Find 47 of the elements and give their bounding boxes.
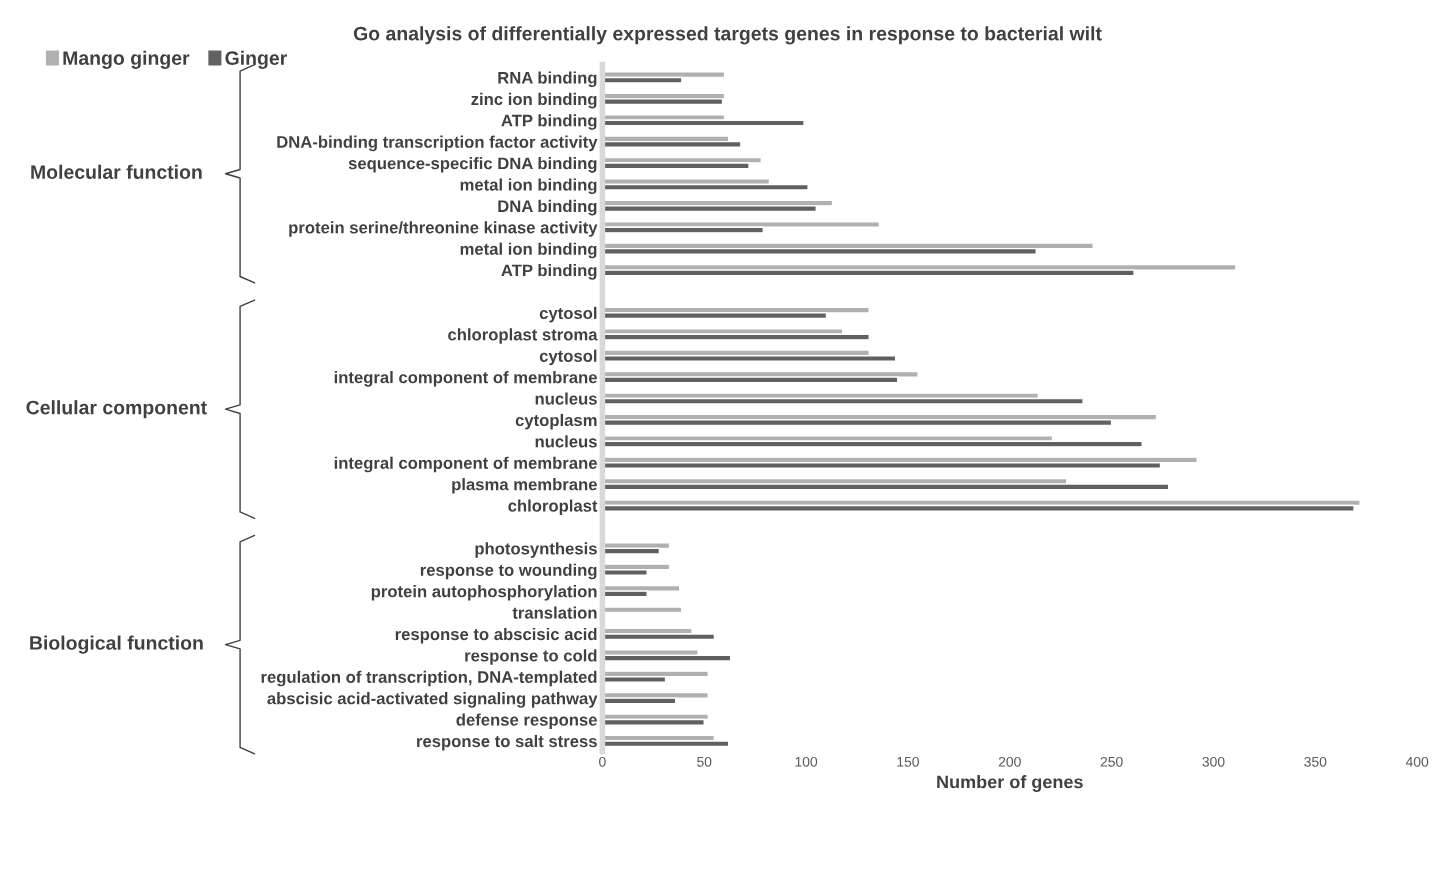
x-tick-label: 100 [795,756,818,767]
y-tick-label: zinc ion binding [471,92,597,109]
y-tick-label: cytoplasm [515,413,597,430]
text: Biological function [30,635,203,654]
y-tick-label: cytosol [539,306,597,323]
legend-label: Ginger [225,50,287,69]
y-tick-label: DNA binding [498,199,597,216]
y-tick-label: DNA-binding transcription factor activity [277,135,598,152]
x-tick-label: 200 [998,756,1021,767]
y-tick-label: chloroplast [508,499,598,516]
y-tick-label: nucleus [535,392,597,405]
y-tick-label: sequence-specific DNA binding [348,157,597,173]
y-tick-label: ATP binding [501,114,597,130]
y-tick-label: response to cold [465,649,597,665]
y-tick-label: translation [512,606,597,619]
y-tick-label: nucleus [535,435,597,448]
x-tick-label: 350 [1304,756,1327,767]
y-tick-label: response to abscisic acid [395,627,597,644]
y-tick-label: response to wounding [420,563,597,580]
y-tick-label: metal ion binding [460,242,597,259]
y-tick-label: photosynthesis [475,542,597,558]
text: Cellular component [26,400,207,419]
y-tick-label: response to salt stress [417,734,597,751]
x-tick-label: 0 [599,756,606,767]
y-tick-label: plasma membrane [452,478,597,494]
x-axis-title: Number of genes [937,775,1083,792]
chart-title: Go analysis of differentially expressed targets genes in response to bacterial wilt [353,26,1102,45]
y-tick-label: chloroplast stroma [448,328,598,344]
text: Molecular function [31,164,202,179]
legend-label: Mango ginger [63,50,190,69]
y-tick-label: protein serine/threonine kinase activity [289,221,598,237]
y-tick-label: metal ion binding [460,178,597,195]
y-tick-label: RNA binding [498,71,597,88]
x-tick-label: 250 [1100,756,1123,767]
x-tick-label: 150 [897,756,919,767]
y-tick-label: defense response [456,713,597,730]
y-tick-label: abscisic acid-activated signaling pathway [267,692,598,708]
bar [602,606,683,614]
y-tick-label: regulation of transcription, DNA-templated [261,670,597,687]
x-tick-label: 300 [1202,756,1225,767]
y-tick-label: ATP binding [501,264,597,280]
y-tick-label: protein autophosphorylation [371,585,597,601]
y-tick-label: cytosol [539,349,597,366]
y-tick-label: integral component of membrane [334,371,597,387]
y-tick-label: integral component of membrane [334,456,597,473]
x-tick-label: 50 [697,756,712,767]
x-tick-label: 400 [1405,756,1429,767]
